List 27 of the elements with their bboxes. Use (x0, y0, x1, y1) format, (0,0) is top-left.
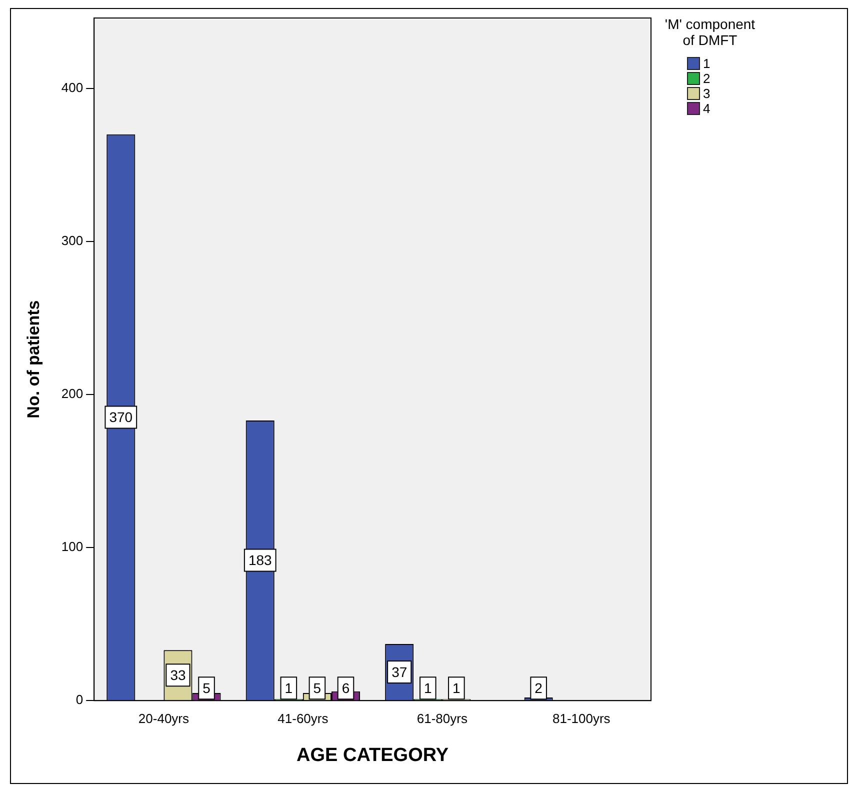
data-label: 2 (534, 680, 543, 696)
data-label: 1 (284, 680, 293, 696)
x-tick-label: 61-80yrs (416, 710, 468, 726)
x-tick-label: 81-100yrs (552, 710, 611, 726)
data-label: 1 (452, 680, 461, 696)
legend-label: 4 (703, 101, 710, 116)
data-label: 5 (313, 680, 322, 696)
data-label: 6 (342, 680, 350, 696)
x-tick-label: 20-40yrs (138, 710, 190, 726)
x-tick-label: 41-60yrs (278, 710, 329, 726)
y-tick-label: 400 (61, 80, 84, 95)
y-tick-label: 100 (61, 539, 84, 554)
x-axis-title: AGE CATEGORY (296, 744, 449, 766)
data-label: 183 (248, 552, 272, 568)
legend-label: 3 (703, 86, 710, 101)
y-tick-label: 0 (76, 692, 84, 708)
data-label: 1 (424, 680, 432, 696)
y-tick-label: 200 (61, 386, 84, 402)
data-label: 370 (109, 409, 133, 426)
y-tick-label: 300 (61, 233, 84, 248)
data-label: 33 (170, 666, 186, 683)
legend-label: 2 (703, 71, 710, 86)
y-axis-title: No. of patients (24, 300, 43, 418)
legend-title: 'M' component of DMFT (664, 16, 756, 48)
legend-label: 1 (703, 56, 710, 71)
data-label: 37 (392, 664, 408, 680)
data-label: 5 (202, 680, 211, 696)
